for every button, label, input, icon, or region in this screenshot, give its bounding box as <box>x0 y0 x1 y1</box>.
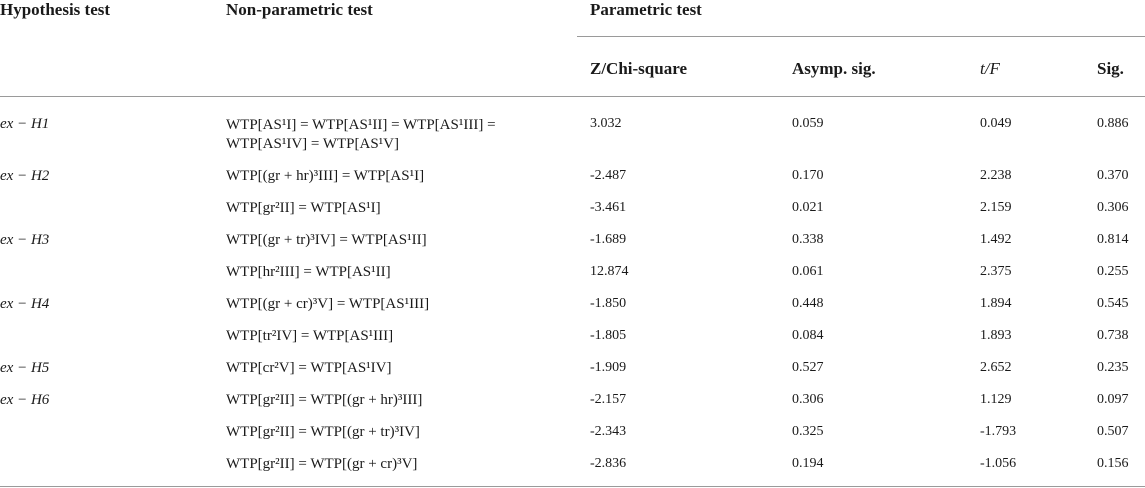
asymp-sig-value: 0.448 <box>792 296 824 311</box>
table-bottom-rule <box>0 486 1145 487</box>
formula: WTP[tr²IV] = WTP[AS¹III] <box>226 328 394 344</box>
z-value: -1.805 <box>590 328 627 343</box>
header-sig: Sig. <box>1097 59 1124 78</box>
t-f-value: 2.159 <box>980 200 1012 215</box>
header-z-chi-square: Z/Chi-square <box>590 59 687 78</box>
sig-value: 0.306 <box>1097 200 1129 215</box>
formula: WTP[gr²II] = WTP[AS¹I] <box>226 200 381 216</box>
header-non-parametric-test: Non-parametric test <box>226 0 373 19</box>
asymp-sig-value: 0.084 <box>792 328 824 343</box>
z-value: 12.874 <box>590 264 629 279</box>
asymp-sig-value: 0.194 <box>792 456 824 471</box>
z-value: -2.343 <box>590 424 627 439</box>
t-f-value: -1.056 <box>980 456 1017 471</box>
z-value: 3.032 <box>590 116 622 131</box>
header-hypothesis-test: Hypothesis test <box>0 0 111 19</box>
asymp-sig-value: 0.306 <box>792 392 824 407</box>
formula: WTP[AS¹I] = WTP[AS¹II] = WTP[AS¹III] = W… <box>226 116 516 154</box>
t-f-value: 1.492 <box>980 232 1012 247</box>
hypothesis-label: ex − H5 <box>0 360 50 376</box>
formula: WTP[gr²II] = WTP[(gr + tr)³IV] <box>226 424 420 440</box>
z-value: -1.850 <box>590 296 627 311</box>
t-f-value: 2.375 <box>980 264 1012 279</box>
sig-value: 0.235 <box>1097 360 1129 375</box>
sig-value: 0.545 <box>1097 296 1129 311</box>
formula: WTP[hr²III] = WTP[AS¹II] <box>226 264 391 280</box>
sig-value: 0.370 <box>1097 168 1129 183</box>
sig-value: 0.738 <box>1097 328 1129 343</box>
header-t-f: t/F <box>980 59 1000 78</box>
header-divider <box>577 36 1145 37</box>
asymp-sig-value: 0.170 <box>792 168 824 183</box>
t-f-value: 2.652 <box>980 360 1012 375</box>
z-value: -1.909 <box>590 360 627 375</box>
z-value: -2.836 <box>590 456 627 471</box>
t-f-value: 1.129 <box>980 392 1012 407</box>
asymp-sig-value: 0.325 <box>792 424 824 439</box>
hypothesis-label: ex − H4 <box>0 296 50 312</box>
formula: WTP[cr²V] = WTP[AS¹IV] <box>226 360 392 376</box>
sig-value: 0.814 <box>1097 232 1129 247</box>
z-value: -1.689 <box>590 232 627 247</box>
header-parametric-test: Parametric test <box>590 0 702 19</box>
formula: WTP[(gr + hr)³III] = WTP[AS¹I] <box>226 168 425 184</box>
hypothesis-label: ex − H3 <box>0 232 50 248</box>
formula: WTP[(gr + tr)³IV] = WTP[AS¹II] <box>226 232 427 248</box>
asymp-sig-value: 0.338 <box>792 232 824 247</box>
formula-text: WTP[AS¹I] = WTP[AS¹II] = WTP[AS¹III] = W… <box>226 117 496 152</box>
sig-value: 0.156 <box>1097 456 1129 471</box>
sig-value: 0.507 <box>1097 424 1129 439</box>
header-bottom-rule <box>0 96 1145 97</box>
z-value: -2.157 <box>590 392 627 407</box>
hypothesis-label: ex − H1 <box>0 116 49 133</box>
t-f-value: 1.893 <box>980 328 1012 343</box>
t-f-value: 0.049 <box>980 116 1012 131</box>
z-value: -3.461 <box>590 200 627 215</box>
hypothesis-label: ex − H6 <box>0 392 50 408</box>
asymp-sig-value: 0.061 <box>792 264 824 279</box>
sig-value: 0.886 <box>1097 116 1129 131</box>
hypothesis-text: ex − H1 <box>0 116 50 132</box>
formula: WTP[gr²II] = WTP[(gr + cr)³V] <box>226 456 418 472</box>
formula: WTP[gr²II] = WTP[(gr + hr)³III] <box>226 392 423 408</box>
sig-value: 0.255 <box>1097 264 1129 279</box>
z-value: -2.487 <box>590 168 627 183</box>
t-f-value: -1.793 <box>980 424 1017 439</box>
t-f-value: 2.238 <box>980 168 1012 183</box>
header-asymp-sig: Asymp. sig. <box>792 59 876 78</box>
formula: WTP[(gr + cr)³V] = WTP[AS¹III] <box>226 296 430 312</box>
asymp-sig-value: 0.527 <box>792 360 824 375</box>
sig-value: 0.097 <box>1097 392 1129 407</box>
asymp-sig-value: 0.021 <box>792 200 824 215</box>
asymp-sig-value: 0.059 <box>792 116 824 131</box>
t-f-value: 1.894 <box>980 296 1012 311</box>
hypothesis-label: ex − H2 <box>0 168 50 184</box>
